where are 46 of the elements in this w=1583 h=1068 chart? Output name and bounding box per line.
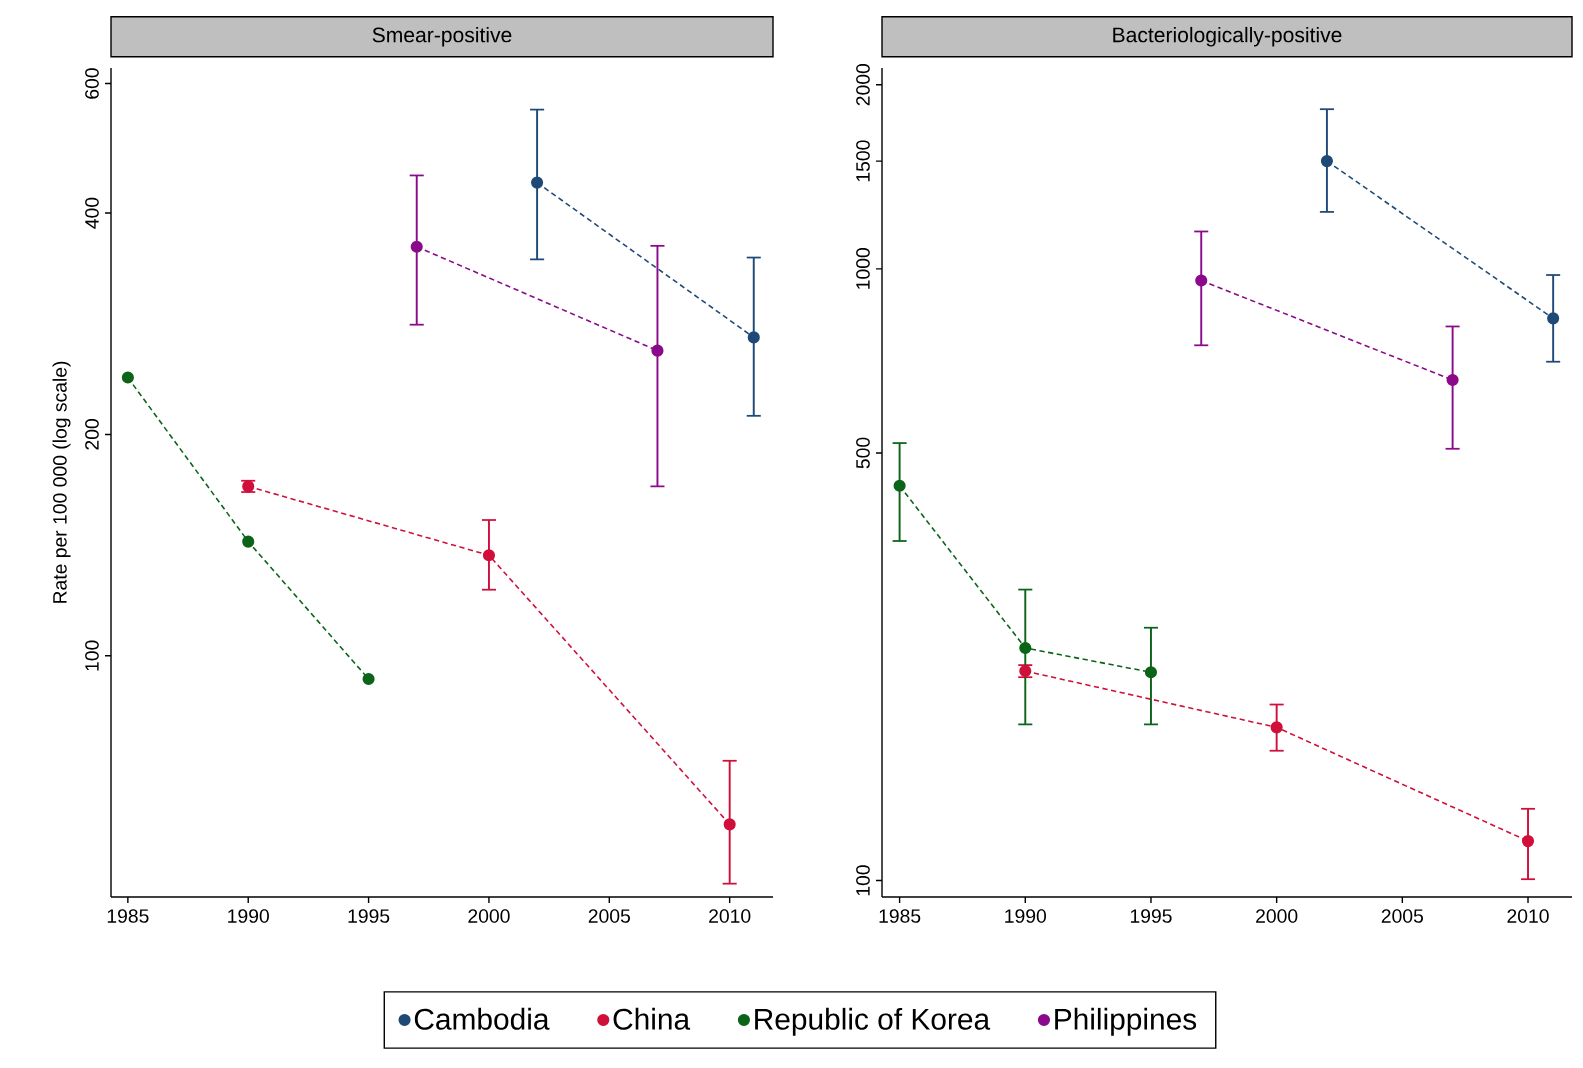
x-tick-label: 1985 [879, 909, 921, 923]
y-tick-label: 1500 [856, 140, 870, 182]
y-axis-title: Rate per 100 000 (log scale) [52, 361, 71, 603]
y-tick-label: 1000 [856, 248, 870, 289]
point [651, 344, 664, 357]
y-tick-label: 500 [856, 437, 870, 469]
y-tick-label: 100 [856, 865, 870, 896]
legend-label: Philippines [1055, 1007, 1197, 1036]
point [1521, 835, 1535, 848]
point [1195, 274, 1208, 287]
y-tick-label: 600 [85, 68, 99, 99]
x-tick-label: 1995 [1130, 909, 1172, 923]
y-tick-label: 100 [85, 640, 99, 671]
x-tick-label: 2010 [1507, 909, 1549, 923]
point [1547, 312, 1560, 325]
point [121, 371, 134, 384]
x-tick-label: 2010 [709, 909, 751, 923]
point [482, 549, 496, 562]
x-tick-label: 1990 [228, 909, 269, 923]
chart-title: Smear-positive [372, 26, 512, 47]
x-tick-label: 2005 [588, 909, 630, 923]
point [410, 240, 423, 253]
chart-title: Bacteriologically-positive [1113, 26, 1342, 47]
point [531, 176, 544, 189]
point [1320, 155, 1333, 168]
legend-label: Cambodia [414, 1007, 550, 1030]
y-tick-label: 2000 [856, 64, 870, 106]
point [242, 535, 255, 548]
y-tick-label: 400 [85, 197, 99, 229]
point [1270, 721, 1283, 734]
x-tick-label: 1995 [348, 909, 390, 923]
x-tick-label: 2000 [468, 909, 510, 923]
legend-label: China [613, 1007, 691, 1030]
point [747, 331, 760, 344]
point [362, 672, 375, 686]
point [1144, 666, 1158, 679]
point [1446, 373, 1459, 387]
x-tick-label: 2005 [1381, 909, 1423, 923]
point [1019, 641, 1032, 655]
y-tick-label: 200 [85, 419, 99, 450]
x-tick-label: 1990 [1005, 909, 1046, 923]
x-tick-label: 2000 [1256, 909, 1298, 923]
x-tick-label: 1985 [107, 909, 149, 923]
point [723, 818, 736, 831]
legend-label: Republic of Korea [755, 1007, 991, 1036]
point [893, 479, 906, 492]
